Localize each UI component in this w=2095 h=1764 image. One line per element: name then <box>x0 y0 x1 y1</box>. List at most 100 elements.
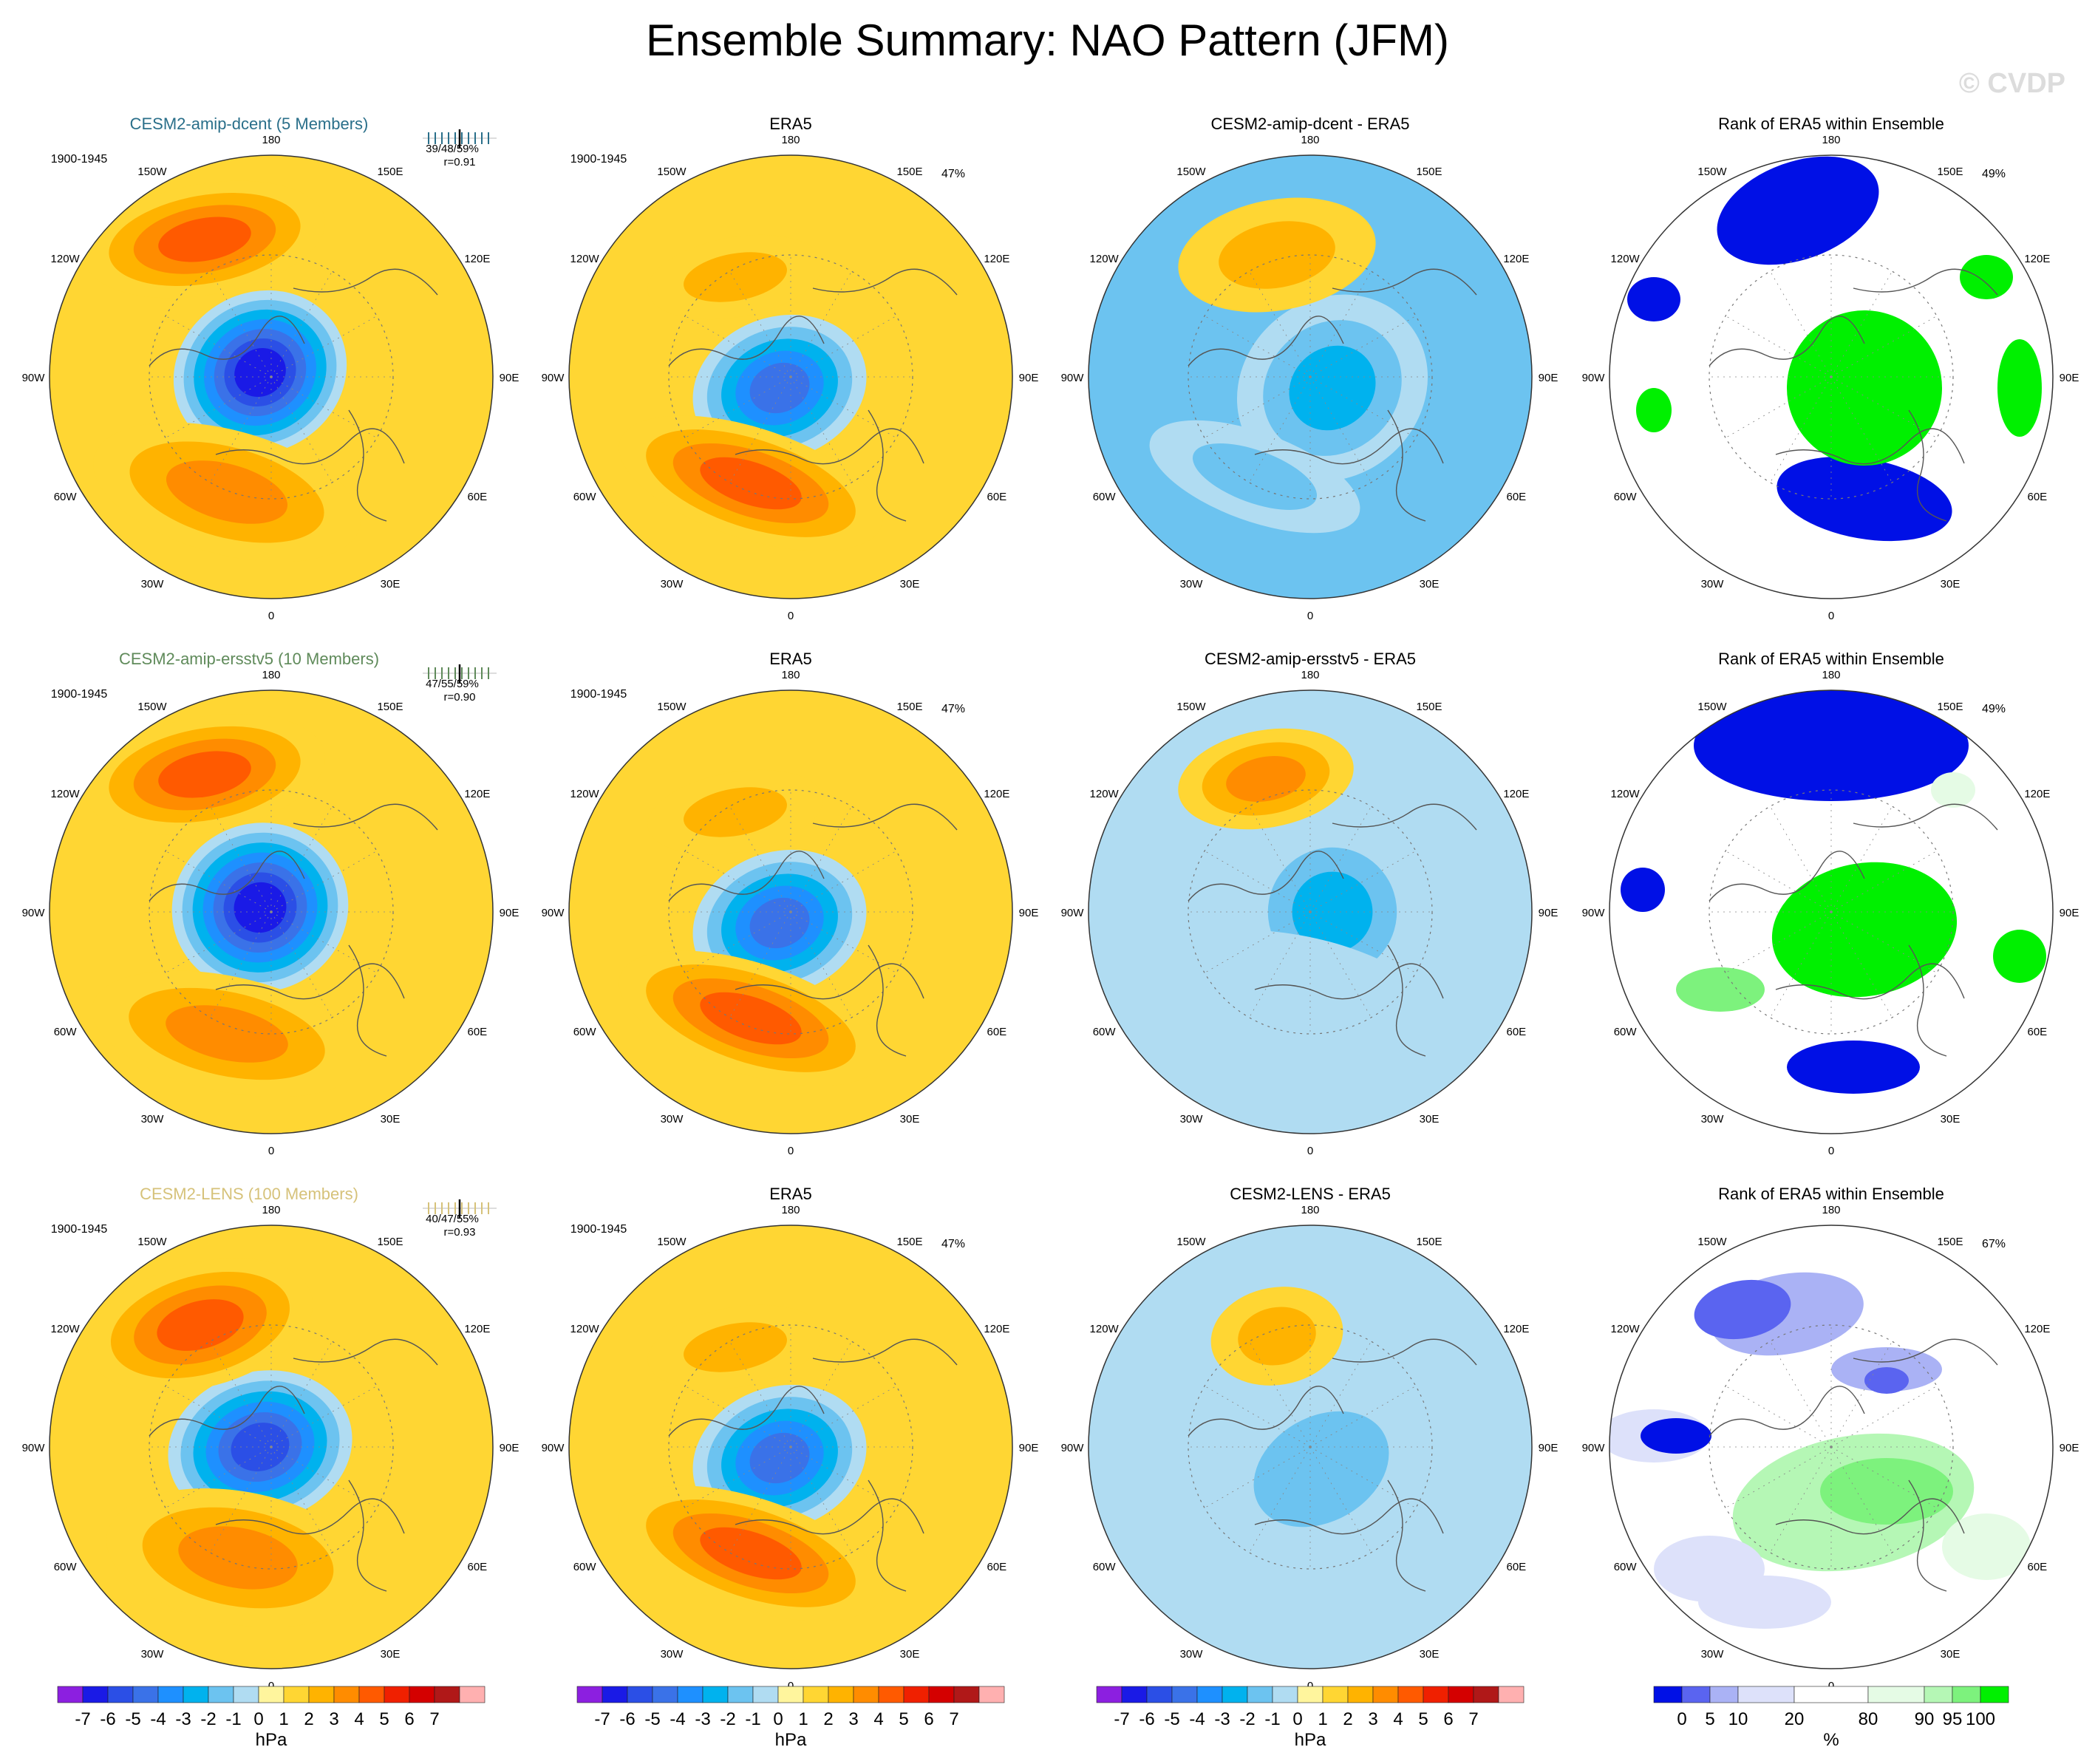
colorbar-swatch <box>828 1686 854 1703</box>
lon-label: 120E <box>2024 253 2050 265</box>
lon-label: 150E <box>896 701 922 713</box>
lon-label: 60W <box>54 491 78 503</box>
lon-label: 30E <box>900 1113 920 1126</box>
meridian-line <box>684 911 791 973</box>
lon-label: 180 <box>781 1204 800 1216</box>
colorbar-swatch <box>627 1686 653 1703</box>
lon-label: 60E <box>468 1026 488 1038</box>
lon-label: 60W <box>573 1026 597 1038</box>
meridian-line <box>1309 806 1372 913</box>
lon-label: 180 <box>781 669 800 681</box>
lon-label: 30E <box>900 578 920 590</box>
coastline <box>1709 1386 1865 1437</box>
lon-label: 120W <box>1090 253 1120 265</box>
meridian-line <box>1309 911 1417 973</box>
panel-title: ERA5 <box>769 115 811 133</box>
colorbar-tick: -6 <box>1139 1709 1154 1729</box>
colorbar-units: hPa <box>775 1730 807 1750</box>
coastline <box>812 803 958 831</box>
colorbar-tick: 80 <box>1859 1709 1878 1729</box>
meridian-line <box>1830 911 1893 1018</box>
pct-stats: 40/47/55% <box>426 1213 479 1225</box>
lon-label: 90E <box>2060 907 2079 919</box>
colorbar-swatch <box>1681 1686 1711 1703</box>
colorbar-swatch <box>57 1686 84 1703</box>
lon-label: 30W <box>1180 1648 1204 1661</box>
colorbar-swatch <box>1146 1686 1173 1703</box>
lon-label: 150W <box>137 166 167 178</box>
lon-label: 150W <box>1697 1236 1727 1248</box>
coastline <box>348 944 387 1057</box>
meridian-line <box>729 1446 791 1553</box>
colorbar-tick: -1 <box>745 1709 760 1729</box>
colorbar-swatch <box>1980 1686 2009 1703</box>
lon-label: 120E <box>984 1323 1009 1335</box>
contour-level <box>1226 756 1306 802</box>
colorbar-tick: 4 <box>1393 1709 1403 1729</box>
colorbar-hpa: -7 -6 -5 -4 -3 -2 -1 0 1 2 3 4 5 6 7 hPa <box>1096 1686 1525 1750</box>
meridian-line <box>1204 851 1311 913</box>
panel-title: ERA5 <box>769 1185 811 1203</box>
rank-region <box>1771 862 1958 998</box>
colorbar-tick: 5 <box>1418 1709 1428 1729</box>
contour-level <box>749 1432 810 1484</box>
colorbar-swatch <box>1397 1686 1424 1703</box>
lon-label: 150E <box>377 166 403 178</box>
meridian-line <box>270 806 333 913</box>
pct-stats: 47/55/59% <box>426 678 479 690</box>
lon-label: 150W <box>1697 701 1727 713</box>
latitude-circle <box>1709 1324 1954 1570</box>
colorbar-swatch <box>384 1686 410 1703</box>
rank-region <box>1694 1279 1791 1340</box>
meridian-line <box>1770 376 1832 483</box>
meridian-line <box>1204 316 1311 378</box>
meridian-line <box>270 270 333 378</box>
meridian-line <box>1249 911 1311 1018</box>
coastline <box>293 1338 438 1366</box>
model-title: CESM2-amip-dcent (5 Members) <box>130 115 369 133</box>
lon-label: 30W <box>1180 578 1204 590</box>
meridian-line <box>1830 1341 1893 1448</box>
colorbar-units: hPa <box>1295 1730 1326 1750</box>
meridian-line <box>165 376 272 438</box>
period-label: 1900-1945 <box>570 688 627 701</box>
coastline <box>868 1479 907 1592</box>
meridian-line <box>790 806 852 913</box>
lon-label: 180 <box>1301 1204 1319 1216</box>
colorbar-tick: 6 <box>404 1709 414 1729</box>
lon-label: 120W <box>570 1323 600 1335</box>
colorbar-tick: 3 <box>1368 1709 1377 1729</box>
coastline <box>868 944 907 1057</box>
lon-label: 0 <box>1307 610 1313 622</box>
lon-label: 180 <box>262 134 280 146</box>
map-panel: 180 150E 120E 90E 60E 30E 0 30W 60W 90W 120W 150W CE… <box>22 650 520 1157</box>
colorbar-tick: -2 <box>720 1709 735 1729</box>
variance-pct: 47% <box>941 703 965 715</box>
lon-label: 180 <box>1301 134 1319 146</box>
colorbar-swatch <box>258 1686 285 1703</box>
contour-level <box>1253 1411 1389 1528</box>
contour-level <box>1292 871 1373 953</box>
lon-label: 150W <box>657 1236 687 1248</box>
meridian-line <box>1725 1446 1832 1508</box>
meridian-line <box>684 376 791 438</box>
meridian-line <box>1725 911 1832 973</box>
map-border <box>1609 689 2054 1134</box>
map-panel: 180 150E 120E 90E 60E 30E 0 30W 60W 90W 120W 150W CE… <box>1061 115 1559 622</box>
page-title: Ensemble Summary: NAO Pattern (JFM) <box>646 16 1449 65</box>
colorbar-tick: -5 <box>1164 1709 1179 1729</box>
lon-label: 120E <box>464 788 490 800</box>
coastline <box>1709 851 1865 902</box>
colorbar-swatch <box>1347 1686 1374 1703</box>
lon-label: 120E <box>2024 788 2050 800</box>
rank-region <box>1993 930 2046 983</box>
lon-label: 30W <box>661 1113 684 1126</box>
lon-label: 150W <box>657 701 687 713</box>
meridian-line <box>790 1446 897 1508</box>
colorbar-swatch <box>82 1686 109 1703</box>
colorbar-swatch <box>183 1686 209 1703</box>
colorbar-tick: 5 <box>1705 1709 1714 1729</box>
lon-label: 90W <box>1582 1442 1606 1454</box>
map-panel: 180 150E 120E 90E 60E 30E 0 30W 60W 90W 120W 150W Ra… <box>1582 1185 2079 1692</box>
map-panel: 180 150E 120E 90E 60E 30E 0 30W 60W 90W 120W 150W Ra… <box>1582 650 2079 1157</box>
